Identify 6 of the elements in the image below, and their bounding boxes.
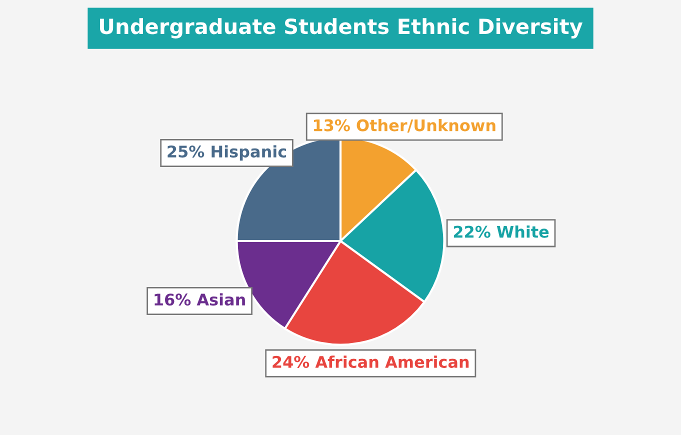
chart-title: Undergraduate Students Ethnic Diversity xyxy=(100,18,583,38)
slice-label: 16% Asian xyxy=(154,293,245,306)
slice-label: 13% Other/Unknown xyxy=(314,118,496,133)
slice-label: 25% Hispanic xyxy=(168,145,286,161)
slice-label: 24% African American xyxy=(272,356,469,368)
slice-label: 22% White xyxy=(454,225,549,238)
